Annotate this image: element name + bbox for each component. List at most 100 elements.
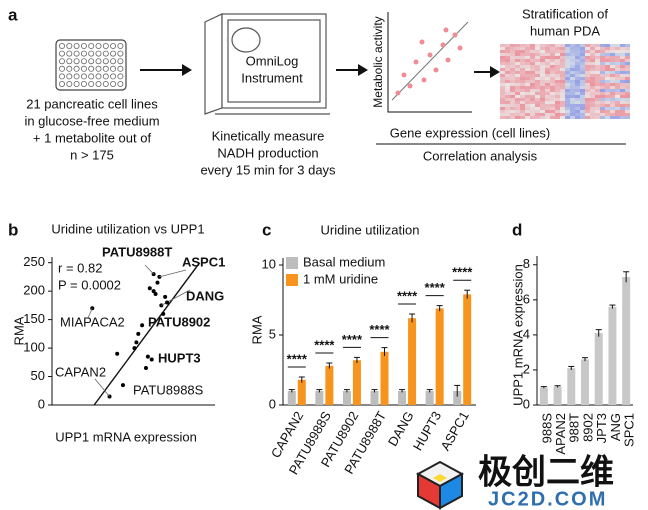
heatmap-cell [620,77,625,80]
heatmap-cell [575,110,580,113]
heatmap-cell [510,56,515,59]
heatmap-cell [540,83,545,86]
heatmap-cell [625,50,630,53]
heatmap-cell [535,86,540,89]
heatmap-cell [525,116,530,119]
heatmap-cell [590,53,595,56]
heatmap-cell [510,101,515,104]
heatmap-cell [580,65,585,68]
heatmap-cell [500,80,505,83]
heatmap-cell [520,95,525,98]
well [73,65,80,72]
heatmap-cell [580,83,585,86]
bar [435,308,444,405]
heatmap-cell [595,62,600,65]
heatmap-cell [565,101,570,104]
significance: **** [314,337,335,352]
heatmap-cell [625,95,630,98]
heatmap-cell [560,65,565,68]
well [88,50,95,57]
heatmap-cell [550,92,555,95]
heatmap-cell [505,110,510,113]
heatmap-cell [505,95,510,98]
heatmap-cell [530,74,535,77]
x-tick-label: 988T [567,413,582,443]
bar [380,351,389,405]
heatmap-cell [605,101,610,104]
heatmap-cell [580,53,585,56]
well [59,73,66,80]
heatmap-cell [500,47,505,50]
heatmap-cell [550,47,555,50]
heatmap-cell [500,98,505,101]
heatmap-cell [575,50,580,53]
well [95,50,102,57]
heatmap-cell [510,104,515,107]
heatmap-cell [505,53,510,56]
heatmap-cell [575,53,580,56]
x-tick-label: 8902 [580,413,595,442]
heatmap-cell [615,59,620,62]
heatmap-cell [505,74,510,77]
heatmap-cell [585,83,590,86]
heatmap-cell [540,71,545,74]
heatmap-cell [595,74,600,77]
point [155,280,160,285]
well-plate [55,39,127,91]
heatmap-cell [595,101,600,104]
heatmap-cell [570,44,575,47]
y-tick-label: 2 [523,361,530,376]
heatmap-cell [510,77,515,80]
heatmap-cell [525,50,530,53]
heatmap-cell [505,113,510,116]
heatmap-cell [560,113,565,116]
heatmap-cell [610,44,615,47]
heatmap-cell [620,62,625,65]
heatmap-cell [550,56,555,59]
significance: **** [397,288,418,303]
heatmap-cell [540,86,545,89]
heatmap-cell [565,59,570,62]
heatmap-cell [585,44,590,47]
heatmap-cell [615,56,620,59]
heatmap-cell [535,92,540,95]
heatmap-cell [540,98,545,101]
well [80,81,87,88]
heatmap-cell [600,95,605,98]
significance: **** [425,280,446,295]
point [134,340,139,345]
heatmap-cell [585,77,590,80]
heatmap-cell [535,56,540,59]
heatmap-cell [570,59,575,62]
heatmap-cell [535,62,540,65]
heatmap-cell [520,77,525,80]
x-tick-label: JPT3 [594,413,609,443]
heatmap-cell [595,59,600,62]
heatmap-cell [615,92,620,95]
heatmap-cell [550,104,555,107]
y-tick-label: 200 [23,283,45,298]
heatmap-cell [560,107,565,110]
point [165,300,170,305]
well [95,58,102,65]
well [110,81,117,88]
heatmap-cell [600,68,605,71]
heatmap-cell [540,68,545,71]
heatmap-cell [565,50,570,53]
heatmap-cell [605,56,610,59]
heatmap-cell [620,104,625,107]
heatmap-cell [590,86,595,89]
heatmap-cell [595,71,600,74]
heatmap-cell [500,77,505,80]
heatmap-cell [535,110,540,113]
heatmap-cell [570,83,575,86]
heatmap-cell [610,68,615,71]
heatmap-cell [610,62,615,65]
heatmap-cell [580,92,585,95]
heatmap-cell [500,101,505,104]
heatmap-cell [620,59,625,62]
heatmap-cell [625,86,630,89]
heatmap-cell [585,113,590,116]
heatmap-cell [575,59,580,62]
